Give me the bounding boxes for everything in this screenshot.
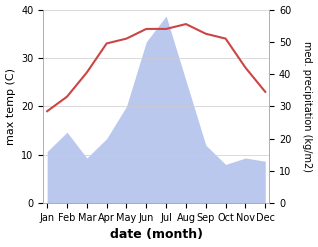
Y-axis label: med. precipitation (kg/m2): med. precipitation (kg/m2)	[302, 41, 313, 172]
Y-axis label: max temp (C): max temp (C)	[5, 68, 16, 145]
X-axis label: date (month): date (month)	[110, 228, 203, 242]
